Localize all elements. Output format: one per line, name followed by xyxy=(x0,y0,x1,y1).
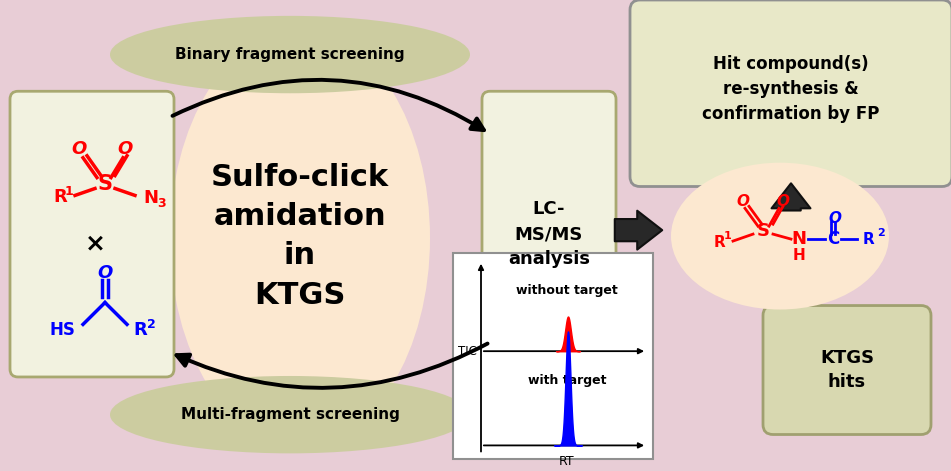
Text: N: N xyxy=(791,230,806,248)
Text: Multi-fragment screening: Multi-fragment screening xyxy=(181,407,399,422)
Text: KTGS
hits: KTGS hits xyxy=(820,349,874,391)
Text: Sulfo-click
amidation
in
KTGS: Sulfo-click amidation in KTGS xyxy=(211,162,389,309)
Text: O: O xyxy=(828,211,842,226)
FancyBboxPatch shape xyxy=(763,306,931,435)
Text: ×: × xyxy=(85,231,106,255)
Text: 2: 2 xyxy=(147,318,156,331)
Ellipse shape xyxy=(110,16,470,93)
Text: LC-
MS/MS
analysis: LC- MS/MS analysis xyxy=(508,200,590,268)
Text: Hit compound(s)
re-synthesis &
confirmation by FP: Hit compound(s) re-synthesis & confirmat… xyxy=(702,55,880,123)
Text: TIC: TIC xyxy=(458,345,477,357)
Text: H: H xyxy=(792,248,805,263)
Ellipse shape xyxy=(671,162,889,309)
Text: N: N xyxy=(143,189,158,207)
FancyArrowPatch shape xyxy=(177,343,488,388)
Text: S: S xyxy=(756,222,769,240)
Text: O: O xyxy=(71,140,87,158)
Text: 2: 2 xyxy=(877,228,884,238)
Text: HS: HS xyxy=(49,321,75,339)
Text: without target: without target xyxy=(516,284,618,297)
Text: RT: RT xyxy=(559,455,574,468)
FancyArrowPatch shape xyxy=(614,211,662,250)
Text: 1: 1 xyxy=(724,231,731,241)
Text: 1: 1 xyxy=(65,185,74,198)
Text: C: C xyxy=(826,230,839,248)
Text: Binary fragment screening: Binary fragment screening xyxy=(175,47,405,62)
Text: O: O xyxy=(736,194,749,209)
FancyBboxPatch shape xyxy=(630,0,951,187)
Text: O: O xyxy=(97,264,112,282)
Text: R: R xyxy=(133,321,146,339)
Text: O: O xyxy=(777,194,789,209)
Ellipse shape xyxy=(170,30,430,447)
FancyArrowPatch shape xyxy=(771,183,810,211)
Ellipse shape xyxy=(110,376,470,454)
Text: O: O xyxy=(117,140,132,158)
Text: S: S xyxy=(98,173,112,194)
Text: with target: with target xyxy=(528,374,606,388)
FancyBboxPatch shape xyxy=(10,91,174,377)
Text: R: R xyxy=(53,188,67,206)
FancyArrowPatch shape xyxy=(172,80,484,130)
FancyBboxPatch shape xyxy=(482,91,616,377)
Text: 3: 3 xyxy=(157,197,165,210)
Text: R: R xyxy=(713,235,725,250)
FancyBboxPatch shape xyxy=(453,253,653,459)
Text: R: R xyxy=(863,232,875,247)
